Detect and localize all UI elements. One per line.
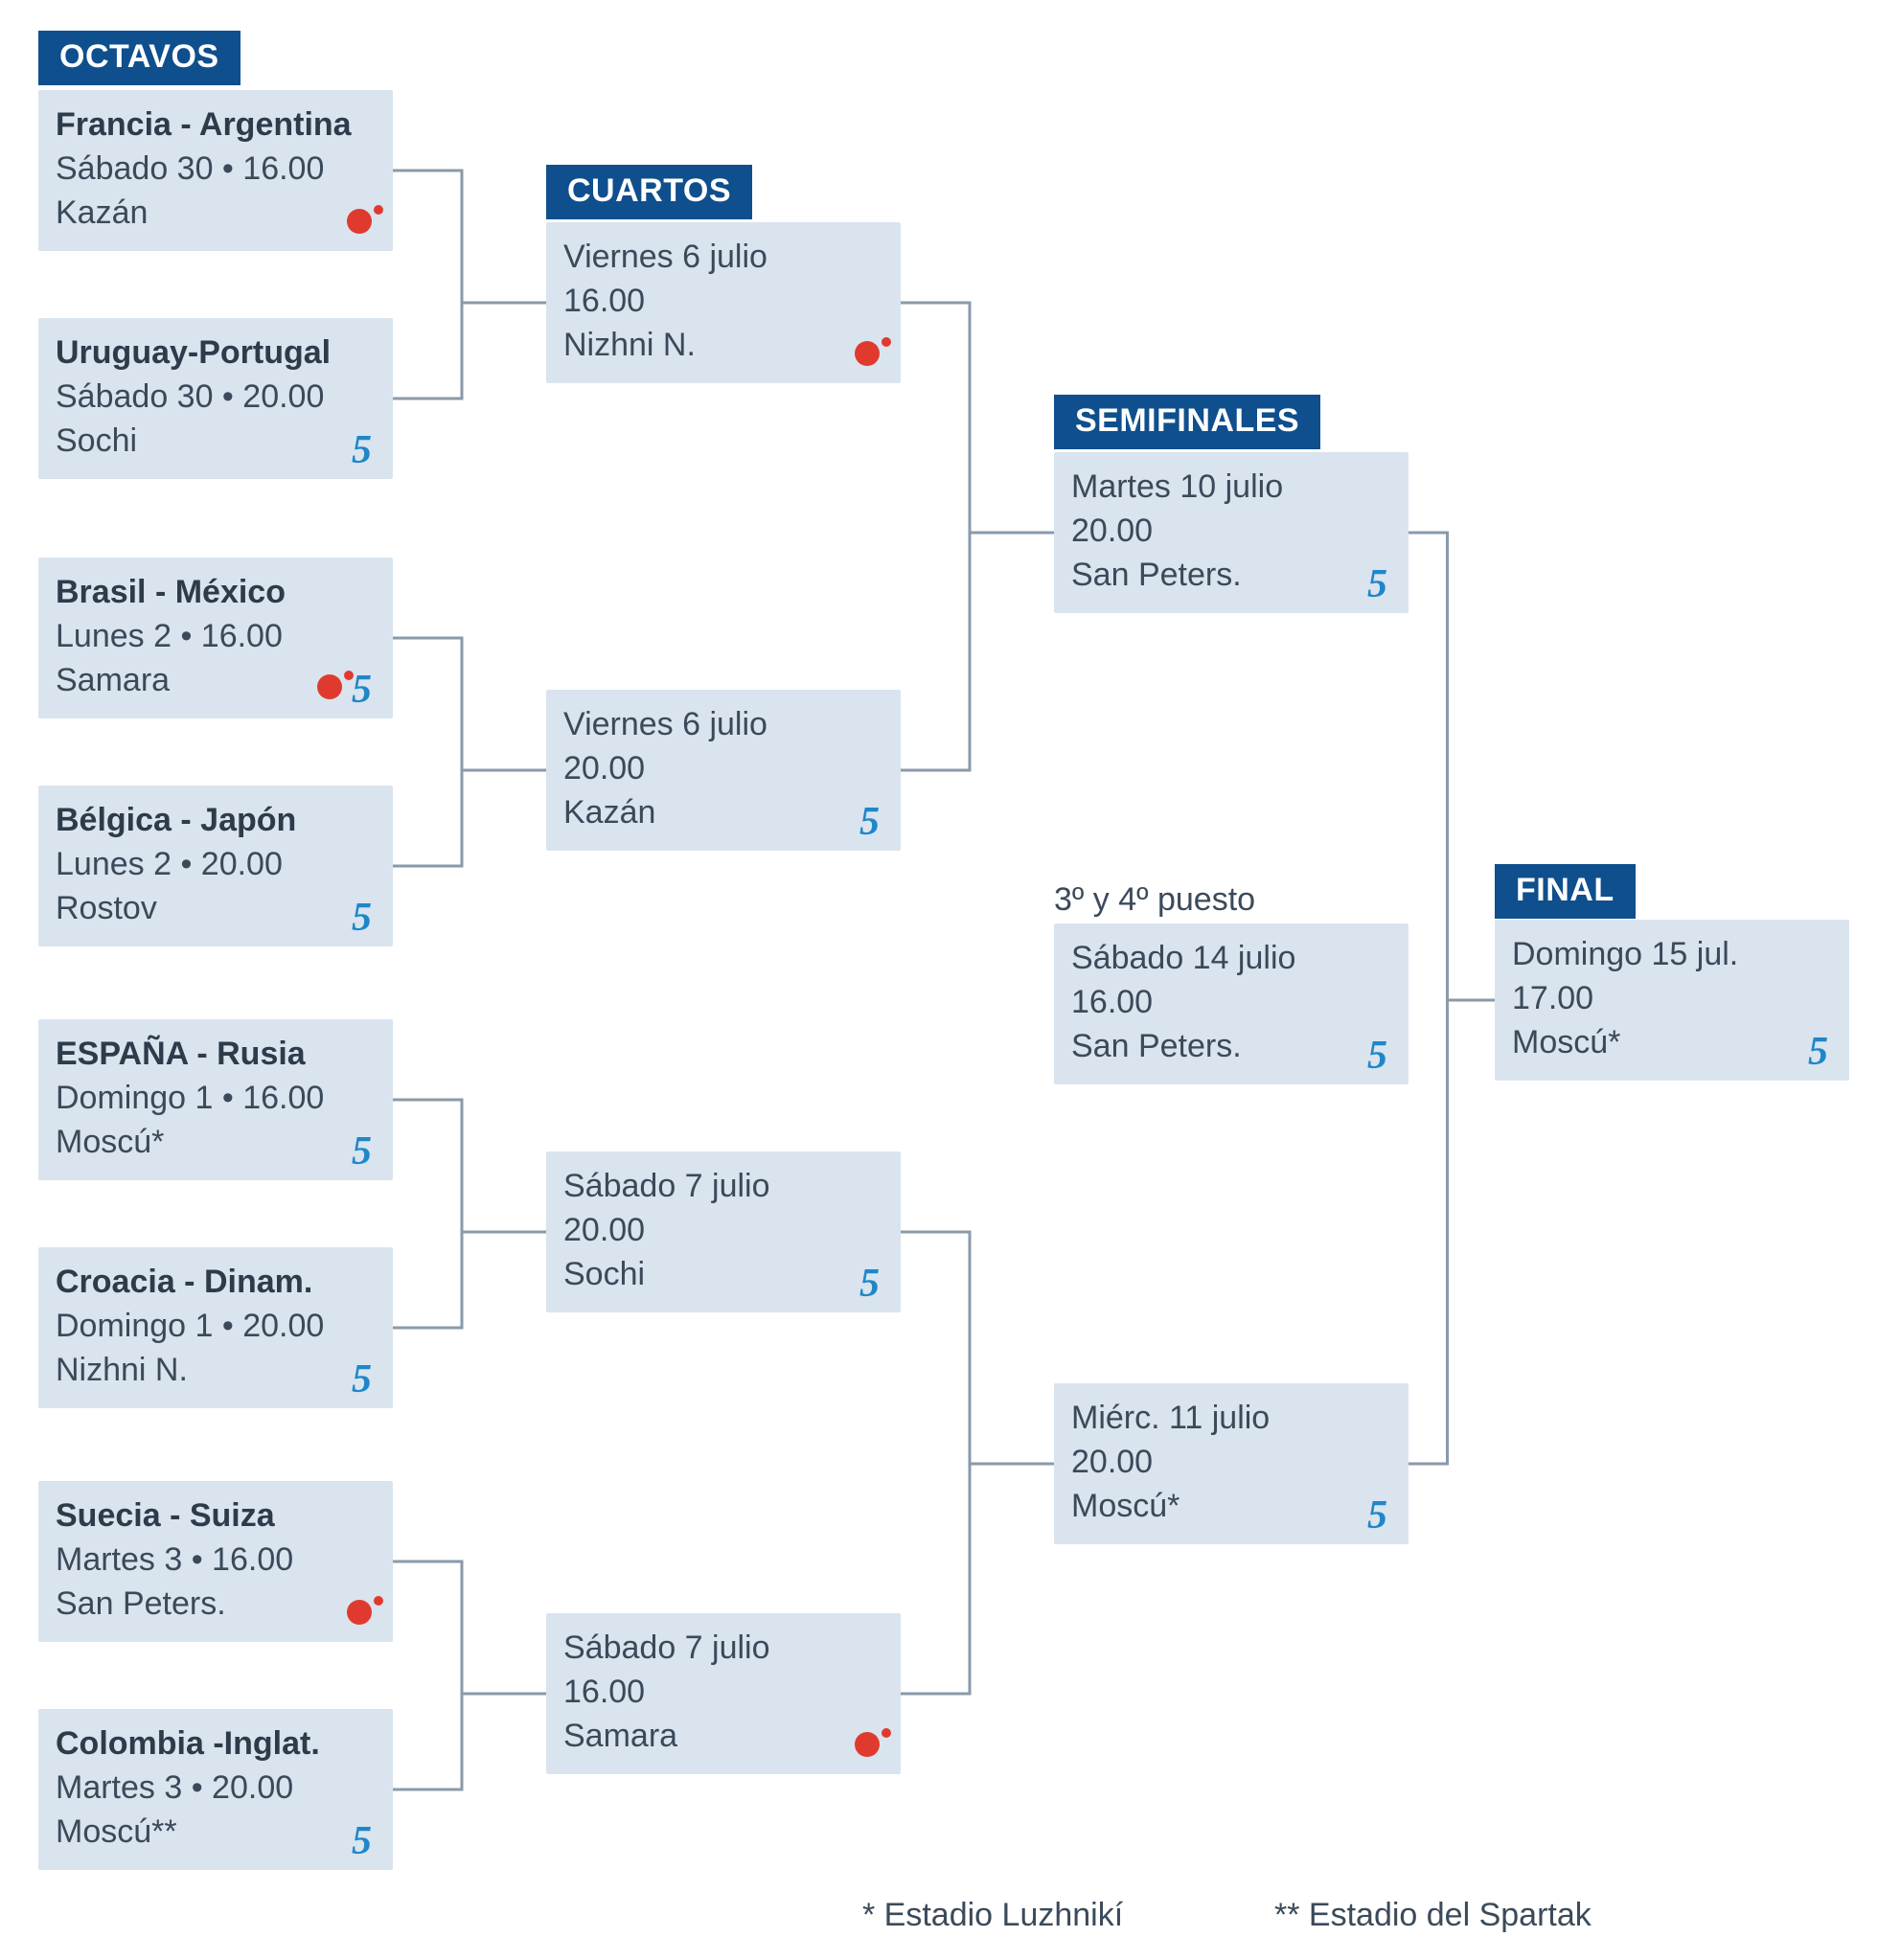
telecinco-icon: 5: [352, 904, 372, 932]
match-venue: Samara5: [56, 659, 376, 703]
match-date: Domingo 1 • 16.00: [56, 1077, 376, 1121]
match-o5: ESPAÑA - RusiaDomingo 1 • 16.00Moscú*5: [38, 1019, 393, 1180]
telecinco-icon: 5: [352, 676, 372, 704]
match-q3: Sábado 7 julio20.00Sochi5: [546, 1151, 901, 1312]
match-teams: ESPAÑA - Rusia: [56, 1033, 376, 1077]
be-in-red-icon: [855, 1732, 880, 1757]
telecinco-icon: 5: [1367, 1042, 1387, 1070]
match-o2: Uruguay-PortugalSábado 30 • 20.00Sochi5: [38, 318, 393, 479]
stage-label-semifinales: SEMIFINALES: [1054, 395, 1320, 449]
match-o8: Colombia -Inglat.Martes 3 • 20.00Moscú**…: [38, 1709, 393, 1870]
match-venue: San Peters.: [56, 1583, 376, 1627]
match-teams: Brasil - México: [56, 571, 376, 615]
match-q1: Viernes 6 julio16.00Nizhni N.: [546, 222, 901, 383]
match-venue: Moscú**5: [56, 1811, 376, 1855]
footnote-spartak: ** Estadio del Spartak: [1274, 1897, 1592, 1934]
match-date: Sábado 7 julio: [563, 1165, 883, 1209]
match-time: 16.00: [1071, 981, 1391, 1025]
match-teams: Francia - Argentina: [56, 103, 376, 148]
match-time: 16.00: [563, 280, 883, 324]
match-teams: Croacia - Dinam.: [56, 1261, 376, 1305]
match-date: Martes 10 julio: [1071, 466, 1391, 510]
telecinco-icon: 5: [352, 1366, 372, 1394]
match-venue: Kazán5: [563, 791, 883, 835]
match-o7: Suecia - SuizaMartes 3 • 16.00San Peters…: [38, 1481, 393, 1642]
match-q4: Sábado 7 julio16.00Samara: [546, 1613, 901, 1774]
match-venue: San Peters.5: [1071, 1025, 1391, 1069]
stage-label-octavos: OCTAVOS: [38, 31, 240, 85]
match-fN: Domingo 15 jul.17.00Moscú*5: [1495, 920, 1849, 1081]
be-in-red-icon: [347, 209, 372, 234]
match-venue: Sochi5: [563, 1253, 883, 1297]
match-venue: Samara: [563, 1715, 883, 1759]
match-venue: Moscú*5: [1071, 1485, 1391, 1529]
match-time: 20.00: [563, 747, 883, 791]
match-venue: Rostov5: [56, 887, 376, 931]
match-date: Sábado 30 • 16.00: [56, 148, 376, 192]
telecinco-icon: 5: [1808, 1038, 1828, 1066]
be-in-red-icon: [317, 674, 342, 699]
telecinco-icon: 5: [1367, 571, 1387, 599]
match-time: 16.00: [563, 1671, 883, 1715]
match-t3: Sábado 14 julio16.00San Peters.5: [1054, 923, 1408, 1084]
match-date: Viernes 6 julio: [563, 703, 883, 747]
telecinco-icon: 5: [352, 1138, 372, 1166]
match-time: 20.00: [1071, 1441, 1391, 1485]
match-teams: Colombia -Inglat.: [56, 1722, 376, 1766]
match-date: Sábado 14 julio: [1071, 937, 1391, 981]
match-s2: Miérc. 11 julio20.00Moscú*5: [1054, 1383, 1408, 1544]
match-time: 17.00: [1512, 977, 1832, 1021]
be-in-red-icon: [347, 1600, 372, 1625]
telecinco-icon: 5: [352, 1828, 372, 1856]
match-venue: Moscú*5: [1512, 1021, 1832, 1065]
match-venue: San Peters.5: [1071, 554, 1391, 598]
match-date: Miérc. 11 julio: [1071, 1397, 1391, 1441]
match-o4: Bélgica - JapónLunes 2 • 20.00Rostov5: [38, 786, 393, 946]
stage-label-cuartos: CUARTOS: [546, 165, 752, 219]
match-date: Lunes 2 • 16.00: [56, 615, 376, 659]
match-date: Sábado 30 • 20.00: [56, 376, 376, 420]
be-in-red-icon: [855, 341, 880, 366]
match-venue: Kazán: [56, 192, 376, 236]
match-time: 20.00: [1071, 510, 1391, 554]
third-place-header: 3º y 4º puesto: [1054, 881, 1255, 919]
match-date: Lunes 2 • 20.00: [56, 843, 376, 887]
match-teams: Uruguay-Portugal: [56, 331, 376, 376]
telecinco-icon: 5: [859, 809, 880, 836]
match-date: Domingo 1 • 20.00: [56, 1305, 376, 1349]
match-o3: Brasil - MéxicoLunes 2 • 16.00Samara5: [38, 558, 393, 718]
match-venue: Moscú*5: [56, 1121, 376, 1165]
match-venue: Nizhni N.: [563, 324, 883, 368]
match-date: Martes 3 • 20.00: [56, 1766, 376, 1811]
telecinco-icon: 5: [1367, 1502, 1387, 1530]
match-venue: Sochi5: [56, 420, 376, 464]
match-teams: Bélgica - Japón: [56, 799, 376, 843]
match-s1: Martes 10 julio20.00San Peters.5: [1054, 452, 1408, 613]
telecinco-icon: 5: [352, 437, 372, 465]
match-time: 20.00: [563, 1209, 883, 1253]
match-date: Domingo 15 jul.: [1512, 933, 1832, 977]
footnote-luzhniki: * Estadio Luzhnikí: [862, 1897, 1123, 1934]
match-q2: Viernes 6 julio20.00Kazán5: [546, 690, 901, 851]
match-teams: Suecia - Suiza: [56, 1494, 376, 1538]
match-date: Sábado 7 julio: [563, 1627, 883, 1671]
match-venue: Nizhni N.5: [56, 1349, 376, 1393]
match-date: Martes 3 • 16.00: [56, 1538, 376, 1583]
telecinco-icon: 5: [859, 1270, 880, 1298]
stage-label-final: FINAL: [1495, 864, 1636, 919]
match-o6: Croacia - Dinam.Domingo 1 • 20.00Nizhni …: [38, 1247, 393, 1408]
match-o1: Francia - ArgentinaSábado 30 • 16.00Kazá…: [38, 90, 393, 251]
match-date: Viernes 6 julio: [563, 236, 883, 280]
